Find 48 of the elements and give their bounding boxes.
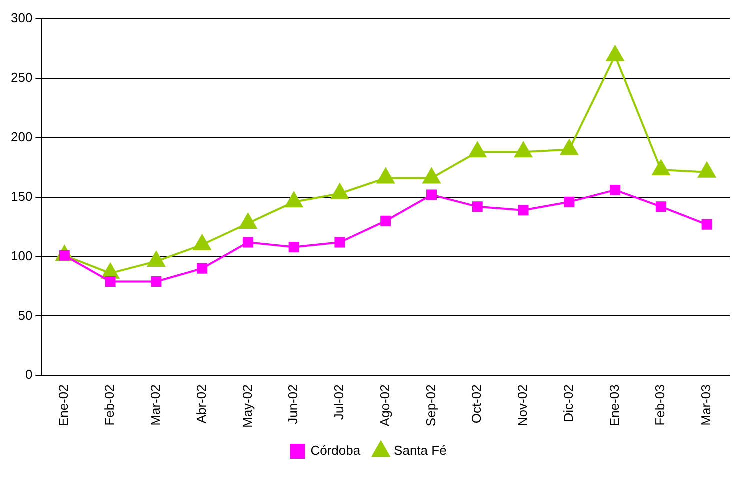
point [285, 192, 303, 208]
point [698, 162, 716, 178]
point [606, 46, 624, 62]
point [242, 237, 254, 248]
point [331, 184, 349, 200]
x-tick-label: May-02 [240, 384, 255, 428]
x-tick-label: Mar-02 [148, 384, 163, 426]
point [702, 219, 712, 230]
x-tick-label: Sep-02 [423, 384, 438, 427]
x-tick-label: Ene-02 [56, 384, 72, 427]
point [610, 184, 621, 196]
x-tick-label: Nov-02 [515, 384, 530, 427]
x-tick-label: Mar-03 [698, 384, 714, 426]
point [197, 263, 208, 274]
x-tick-label: Jul-02 [332, 384, 347, 420]
point [472, 202, 483, 212]
x-tick-label: Oct-02 [469, 384, 484, 424]
point [105, 276, 116, 287]
point [377, 168, 395, 184]
y-tick-label: 250 [10, 70, 33, 86]
point [422, 168, 441, 184]
point [426, 190, 437, 200]
y-tick-label: 200 [10, 129, 33, 144]
point [468, 142, 486, 158]
point [514, 142, 532, 158]
legend-label: Santa Fé [394, 443, 447, 458]
x-tick-label: Ene-03 [606, 384, 622, 427]
point [151, 276, 162, 287]
legend-label: Córdoba [310, 443, 362, 458]
x-tick-label: Feb-02 [102, 384, 118, 426]
x-tick-label: Abr-02 [194, 384, 209, 424]
x-tick-label: Ago-02 [377, 384, 392, 427]
point [334, 237, 346, 248]
point [518, 205, 529, 216]
y-tick-label: 300 [10, 10, 33, 26]
x-tick-label: Jun-02 [286, 384, 301, 424]
y-tick-label: 100 [10, 248, 33, 264]
point [564, 196, 575, 208]
point [560, 140, 578, 156]
x-tick-label: Feb-03 [652, 384, 668, 426]
point [380, 216, 392, 226]
y-tick-label: 50 [18, 308, 33, 323]
x-tick-label: Dic-02 [560, 384, 576, 422]
y-tick-label: 0 [25, 367, 33, 382]
point [288, 242, 300, 252]
point [652, 160, 670, 176]
point [656, 202, 666, 212]
y-tick-label: 150 [10, 188, 33, 204]
